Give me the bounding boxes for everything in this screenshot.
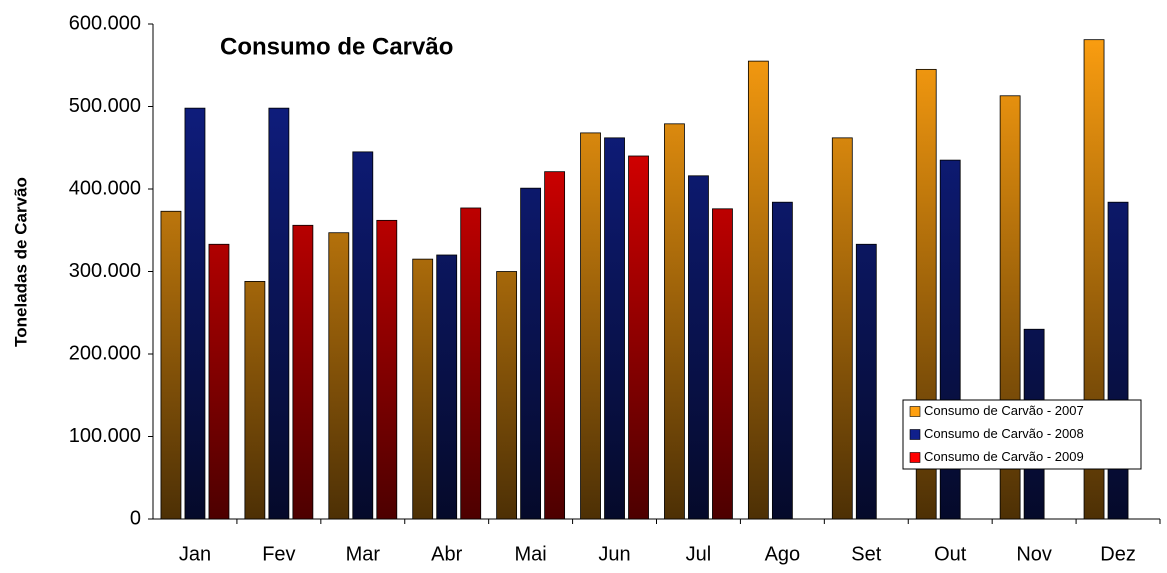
bar bbox=[771, 201, 793, 520]
legend-swatch bbox=[909, 406, 921, 417]
bar bbox=[376, 219, 398, 520]
bar bbox=[208, 243, 230, 520]
bar bbox=[712, 208, 733, 520]
legend-label: Consumo de Carvão - 2008 bbox=[924, 426, 1084, 441]
y-tick-label: 600.000 bbox=[69, 12, 141, 34]
bar bbox=[352, 151, 374, 520]
bar bbox=[328, 232, 350, 520]
bar bbox=[1083, 39, 1105, 520]
legend-swatch bbox=[909, 452, 921, 463]
bar bbox=[664, 123, 685, 520]
bar bbox=[520, 187, 542, 520]
bar bbox=[855, 243, 877, 520]
x-tick-label: Ago bbox=[765, 543, 801, 565]
x-tick-label: Nov bbox=[1016, 543, 1052, 565]
y-tick-label: 300.000 bbox=[69, 260, 141, 282]
legend-label: Consumo de Carvão - 2009 bbox=[924, 449, 1084, 464]
bar bbox=[1107, 201, 1129, 520]
bar bbox=[496, 271, 518, 520]
x-tick-label: Mai bbox=[515, 543, 547, 565]
x-tick-label: Set bbox=[851, 543, 881, 565]
chart-title: Consumo de Carvão bbox=[220, 33, 453, 60]
bar bbox=[688, 175, 709, 520]
bar bbox=[580, 132, 601, 520]
bar bbox=[268, 107, 290, 520]
x-tick-label: Dez bbox=[1100, 543, 1136, 565]
y-tick-label: 200.000 bbox=[69, 342, 141, 364]
x-tick-label: Mar bbox=[346, 543, 381, 565]
bar bbox=[412, 258, 434, 520]
y-tick-label: 100.000 bbox=[69, 425, 141, 447]
x-tick-label: Jul bbox=[686, 543, 712, 565]
bar bbox=[292, 224, 314, 520]
bar bbox=[747, 60, 769, 520]
bar bbox=[831, 137, 853, 520]
bar bbox=[436, 254, 458, 520]
x-tick-label: Out bbox=[934, 543, 967, 565]
y-tick-label: 0 bbox=[130, 507, 141, 529]
bar bbox=[160, 210, 182, 520]
y-tick-label: 400.000 bbox=[69, 177, 141, 199]
bar bbox=[544, 171, 566, 520]
legend-label: Consumo de Carvão - 2007 bbox=[924, 403, 1084, 418]
bar bbox=[244, 280, 266, 520]
bar bbox=[628, 155, 649, 520]
legend-box bbox=[902, 399, 1142, 470]
legend-swatch bbox=[909, 429, 921, 440]
y-tick-label: 500.000 bbox=[69, 95, 141, 117]
bar bbox=[604, 137, 625, 520]
x-tick-label: Jun bbox=[598, 543, 630, 565]
bar bbox=[184, 107, 206, 520]
x-tick-label: Fev bbox=[262, 543, 295, 565]
y-axis-label: Toneladas de Carvão bbox=[11, 177, 30, 347]
x-tick-label: Jan bbox=[179, 543, 211, 565]
x-tick-label: Abr bbox=[431, 543, 462, 565]
bar bbox=[460, 207, 482, 520]
